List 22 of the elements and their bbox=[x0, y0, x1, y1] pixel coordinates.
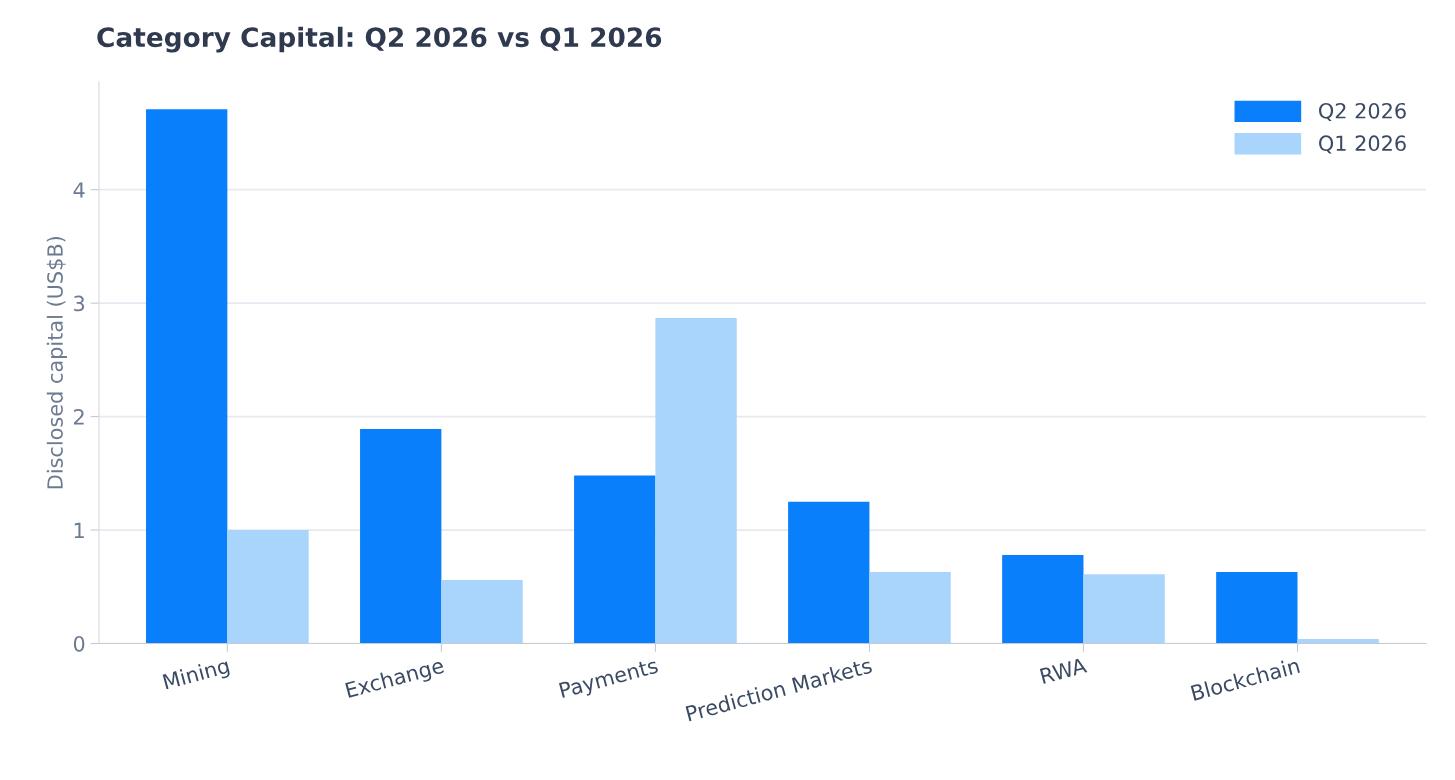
bar bbox=[146, 109, 228, 644]
y-axis-title: Disclosed capital (US$B) bbox=[46, 236, 67, 489]
bar bbox=[1083, 574, 1165, 644]
chart-title: Category Capital: Q2 2026 vs Q1 2026 bbox=[97, 26, 662, 53]
y-tick-label: 3 bbox=[74, 295, 85, 312]
bar bbox=[574, 475, 656, 644]
bar bbox=[360, 429, 442, 644]
bar bbox=[788, 501, 870, 644]
bar bbox=[869, 572, 951, 644]
bar bbox=[441, 579, 523, 644]
legend-label: Q1 2026 bbox=[1319, 135, 1406, 154]
x-tick-label: RWA bbox=[1039, 657, 1088, 684]
legend-label: Q2 2026 bbox=[1319, 102, 1406, 122]
x-tick-label: Mining bbox=[162, 657, 231, 694]
y-tick-label: 2 bbox=[74, 409, 84, 425]
bar bbox=[1002, 555, 1084, 644]
y-tick-label: 0 bbox=[73, 635, 85, 652]
y-tick-label: 1 bbox=[74, 522, 84, 538]
y-tick-label: 4 bbox=[73, 182, 85, 198]
bar bbox=[655, 317, 737, 644]
bar bbox=[1216, 572, 1298, 644]
bar bbox=[227, 530, 309, 644]
